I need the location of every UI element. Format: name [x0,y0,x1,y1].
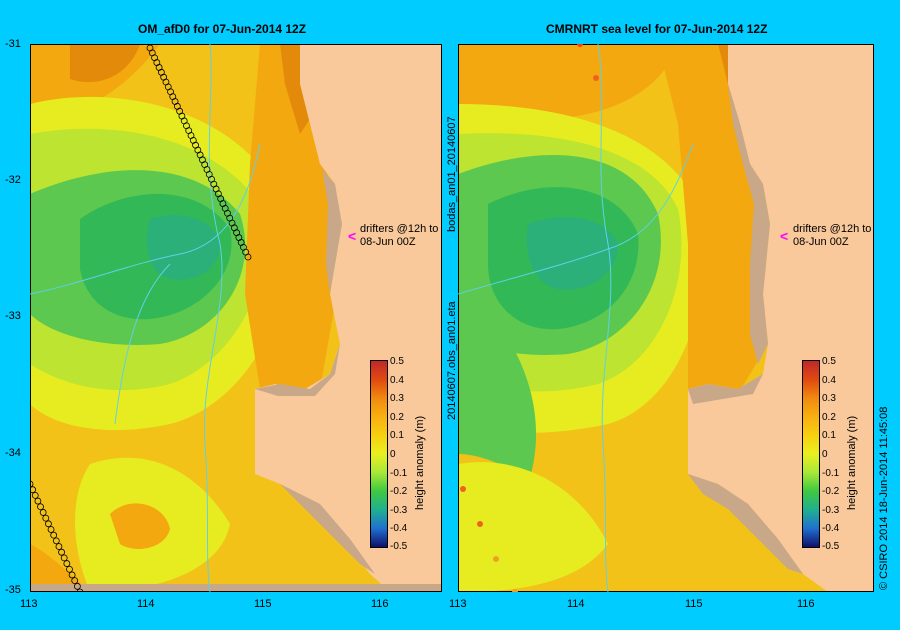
drifter-point [55,543,63,550]
drifter-point [30,480,34,488]
drifter-point [42,514,50,522]
drifter-point [34,497,42,505]
drifter-point [30,486,37,494]
right-side-label-bottom: 20140607.obs_an01.eta [446,301,458,420]
right-drifter-arrow-icon: < [780,228,789,244]
copyright-icon: © [878,581,890,590]
left-sea-level-map [30,44,442,592]
drifter-point [66,565,73,573]
drifter-point [60,554,68,562]
left-lat-tick-34: -34 [5,447,21,459]
right-map-title: CMRNRT sea level for 07-Jun-2014 12Z [546,22,768,36]
left-drifter-note: drifters @12h to 08-Jun 00Z [360,223,439,248]
right-lon-tick-113: 113 [449,598,467,610]
left-map-title: OM_afD0 for 07-Jun-2014 12Z [138,22,307,36]
left-lon-tick-115: 115 [254,598,272,610]
left-lat-tick-31: -31 [5,38,21,50]
right-sea-level-map [458,44,874,592]
drifter-point [73,582,81,590]
drifter-point [50,531,58,539]
right-lon-tick-116: 116 [797,598,815,610]
left-lat-tick-35: -35 [5,584,21,596]
drifter-point [71,577,79,585]
left-lon-tick-113: 113 [20,598,38,610]
left-lat-tick-32: -32 [5,174,21,186]
drifter-point [76,588,84,592]
left-lon-tick-116: 116 [371,598,389,610]
left-drifter-tracks [30,44,252,592]
drifter-point [63,560,71,567]
drifter-point [47,526,55,533]
drifter-point [58,548,65,556]
drifter-point [37,503,44,511]
right-lon-tick-114: 114 [567,598,585,610]
drifter-point [31,491,39,499]
drifter-point [45,520,52,528]
left-lat-tick-33: -33 [5,310,21,322]
drifter-point [68,571,76,579]
right-colorbar-label: height anomaly (m) [846,415,858,510]
right-drifter-note: drifters @12h to 08-Jun 00Z [793,223,872,248]
drifter-point [39,509,47,516]
credit-text: © CSIRO 2014 18-Jun-2014 11:45:08 [878,406,890,590]
right-lon-tick-115: 115 [685,598,703,610]
drifter-point [52,537,60,545]
left-drifter-arrow-icon: < [348,228,357,244]
drifter-point [244,253,252,261]
right-side-label-top: bodas_an01_20140607 [446,116,458,232]
left-lon-tick-114: 114 [137,598,155,610]
